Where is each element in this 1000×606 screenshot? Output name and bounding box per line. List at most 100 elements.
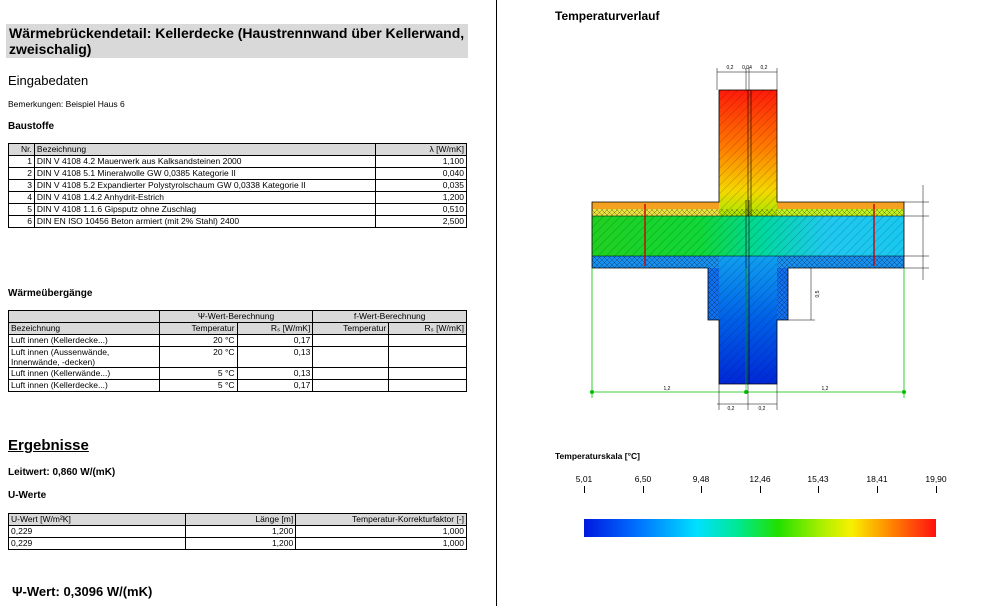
cell-lambda: 1,100 <box>375 155 467 168</box>
insulation-hatch <box>592 209 904 216</box>
scale-tick <box>701 486 702 493</box>
dim-marker <box>590 390 594 394</box>
cell-lambda: 1,200 <box>375 191 467 204</box>
cell-empty <box>388 379 467 392</box>
cell-name: DIN V 4108 5.2 Expandierter Polystyrolsc… <box>33 179 377 192</box>
temperature-color-scale <box>584 519 936 537</box>
cell-lambda: 0,040 <box>375 167 467 180</box>
scale-tick <box>760 486 761 493</box>
ergebnisse-heading: Ergebnisse <box>8 437 89 454</box>
temperaturverlauf-heading: Temperaturverlauf <box>555 9 660 23</box>
col-header-temp-f: Temperatur <box>312 322 390 335</box>
temperature-diagram: 0,2 0,04 0,2 0,2 0,2 1,2 1,2 0,5 <box>590 65 929 412</box>
cell-len: 1,200 <box>184 525 297 538</box>
scale-tick <box>936 486 937 493</box>
scale-tick <box>877 486 878 493</box>
table-row: 4 DIN V 4108 1.4.2 Anhydrit-Estrich 1,200 <box>8 191 467 204</box>
table-header-row: U-Wert [W/m²K] Länge [m] Temperatur-Korr… <box>8 513 467 526</box>
cell-name: Luft innen (Kellerdecke...) <box>8 379 160 392</box>
page-divider <box>496 0 497 606</box>
cell-empty <box>312 379 390 392</box>
cell-rs: 0,13 <box>236 367 314 380</box>
flank-insulation-left-hatch <box>708 268 719 320</box>
cell-rs: 0,17 <box>236 334 314 347</box>
cell-name: DIN V 4108 1.4.2 Anhydrit-Estrich <box>33 191 377 204</box>
temperaturskala-heading: Temperaturskala [°C] <box>555 451 640 461</box>
scale-tick <box>643 486 644 493</box>
psi-wert-text: Ψ-Wert: 0,3096 W/(mK) <box>12 584 153 599</box>
scale-label: 12,46 <box>749 474 771 484</box>
concrete-slab-hatch <box>592 216 904 256</box>
cell-empty <box>388 346 467 368</box>
group-f: f-Wert-Berechnung <box>312 310 467 323</box>
col-header-bezeichnung: Bezeichnung <box>33 143 377 156</box>
scale-tick <box>584 486 585 493</box>
dim-label: 1,2 <box>822 386 829 392</box>
col-header-rs-f: Rₛ [W/mK] <box>388 322 467 335</box>
cell-name: Luft innen (Kellerdecke...) <box>8 334 160 347</box>
cell-nr: 4 <box>8 191 35 204</box>
cell-nr: 1 <box>8 155 35 168</box>
cell-name: DIN V 4108 5.1 Mineralwolle GW 0,0385 Ka… <box>33 167 377 180</box>
table-row: Luft innen (Aussenwände, Innenwände, -de… <box>8 346 467 368</box>
dim-label: 1,2 <box>664 386 671 392</box>
cell-lambda: 0,035 <box>375 179 467 192</box>
screed-layer-left <box>592 202 719 209</box>
scale-label: 6,50 <box>634 474 652 484</box>
table-header-row: Bezeichnung Temperatur Rₛ [W/mK] Tempera… <box>8 322 467 335</box>
scale-tick <box>818 486 819 493</box>
cell-empty <box>312 367 390 380</box>
col-header-rs-psi: Rₛ [W/mK] <box>236 322 314 335</box>
table-row: 0,229 1,200 1,000 <box>8 525 467 538</box>
table-row: Luft innen (Kellerwände...) 5 °C 0,13 <box>8 367 467 380</box>
col-header-temp-psi: Temperatur <box>158 322 238 335</box>
table-row: 3 DIN V 4108 5.2 Expandierter Polystyrols… <box>8 179 467 192</box>
dim-marker <box>902 390 906 394</box>
waermeuebergaenge-heading: Wärmeübergänge <box>8 288 93 299</box>
screed-layer-right <box>777 202 904 209</box>
col-header-nr: Nr. <box>8 143 35 156</box>
report-title-box: Wärmebrückendetail: Kellerdecke (Haustre… <box>6 24 468 58</box>
cell-u: 0,229 <box>8 537 186 550</box>
cell-empty <box>312 334 390 347</box>
col-header-korrektur: Temperatur-Korrekturfaktor [-] <box>295 513 467 526</box>
dim-label: 0,2 <box>728 406 735 412</box>
table-row: 5 DIN V 4108 1.1.6 Gipsputz ohne Zuschlag… <box>8 203 467 216</box>
dim-label: 0,2 <box>759 406 766 412</box>
cell-lambda: 0,510 <box>375 203 467 216</box>
waermeuebergaenge-table: Ψ-Wert-Berechnung f-Wert-Berechnung Beze… <box>8 310 467 392</box>
col-header-lambda: λ [W/mK] <box>375 143 467 156</box>
table-header-row: Nr. Bezeichnung λ [W/mK] <box>8 143 467 156</box>
table-row: 2 DIN V 4108 5.1 Mineralwolle GW 0,0385 K… <box>8 167 467 180</box>
eingabedaten-heading: Eingabedaten <box>8 73 89 88</box>
table-row: 1 DIN V 4108 4.2 Mauerwerk aus Kalksandst… <box>8 155 467 168</box>
cell-temp: 5 °C <box>158 379 238 392</box>
flank-insulation-right-hatch <box>777 268 788 320</box>
cell-name: Luft innen (Kellerwände...) <box>8 367 160 380</box>
baustoffe-table: Nr. Bezeichnung λ [W/mK] 1 DIN V 4108 4.2… <box>8 143 467 228</box>
group-psi: Ψ-Wert-Berechnung <box>158 310 314 323</box>
cell-len: 1,200 <box>184 537 297 550</box>
bemerkungen-text: Bemerkungen: Beispiel Haus 6 <box>8 99 125 109</box>
cell-nr: 3 <box>8 179 35 192</box>
cell-empty <box>388 334 467 347</box>
table-row: Luft innen (Kellerdecke...) 5 °C 0,17 <box>8 379 467 392</box>
cell-nr: 5 <box>8 203 35 216</box>
table-row: 0,229 1,200 1,000 <box>8 537 467 550</box>
cell-temp: 20 °C <box>158 346 238 368</box>
scale-label: 19,90 <box>925 474 947 484</box>
baustoffe-heading: Baustoffe <box>8 121 55 132</box>
cell-empty <box>312 346 390 368</box>
cell-u: 0,229 <box>8 525 186 538</box>
uwerte-table: U-Wert [W/m²K] Länge [m] Temperatur-Korr… <box>8 513 467 550</box>
cell-nr: 6 <box>8 215 35 228</box>
cell-nr: 2 <box>8 167 35 180</box>
cell-rs: 0,13 <box>236 346 314 368</box>
col-header-bezeichnung: Bezeichnung <box>8 322 160 335</box>
cell-name: DIN EN ISO 10456 Beton armiert (mit 2% S… <box>33 215 377 228</box>
cell-f: 1,000 <box>295 525 467 538</box>
leitwert-text: Leitwert: 0,860 W/(mK) <box>8 467 116 478</box>
cell-f: 1,000 <box>295 537 467 550</box>
dim-marker <box>744 390 748 394</box>
table-row: 6 DIN EN ISO 10456 Beton armiert (mit 2% … <box>8 215 467 228</box>
